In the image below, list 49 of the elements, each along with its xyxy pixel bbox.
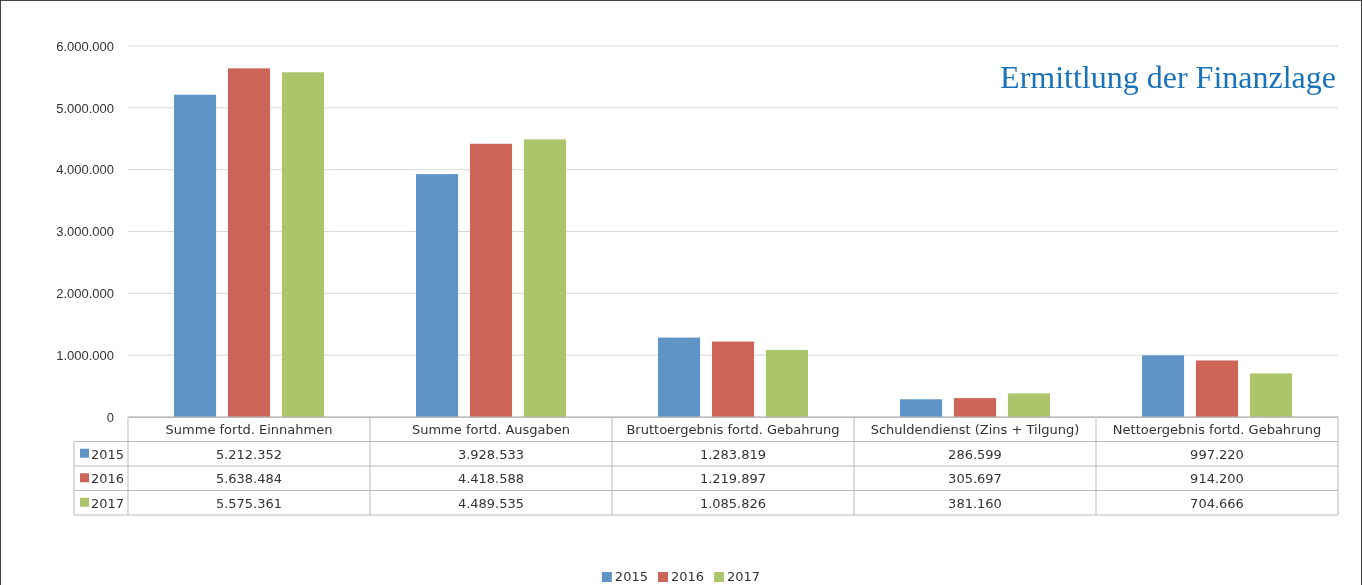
data-label: 286.599 xyxy=(948,446,1002,462)
y-tick-label: 4.000.000 xyxy=(56,162,114,178)
x-tick-label: Summe fortd. Ausgaben xyxy=(411,422,571,438)
y-tick-label: 6.000.000 xyxy=(56,38,114,54)
data-label: 5.575.361 xyxy=(215,495,283,511)
y-tick-label: 2.000.000 xyxy=(56,285,114,301)
text: 2015 xyxy=(614,569,648,584)
text: 2016 xyxy=(670,569,705,584)
x-tick-label: Nettoergebnis fortd. Gebahrung xyxy=(1112,422,1322,438)
legend-label: 2015 xyxy=(91,446,125,462)
y-tick-label: 5.000.000 xyxy=(56,100,114,116)
x-tick-label: Schuldendienst (Zins + Tilgung) xyxy=(870,422,1080,438)
bar xyxy=(281,72,325,417)
bar xyxy=(523,139,567,417)
data-label: 5.638.484 xyxy=(215,471,283,487)
bar xyxy=(1007,393,1051,417)
data-label: 1.085.826 xyxy=(699,495,767,511)
bar xyxy=(711,341,755,417)
legend-label: 2017 xyxy=(727,569,761,584)
data-label: 997.220 xyxy=(1190,446,1244,462)
data-label: 4.418.588 xyxy=(457,471,525,487)
data-label: 381.160 xyxy=(948,495,1002,511)
bar xyxy=(1249,373,1293,417)
data-label: 4.489.535 xyxy=(457,495,525,511)
bar xyxy=(227,68,271,417)
bar xyxy=(657,337,701,417)
data-label: 305.697 xyxy=(948,471,1002,487)
y-tick-label: 3.000.000 xyxy=(56,224,114,240)
data-label: 5.212.352 xyxy=(215,446,283,462)
x-tick-label: Summe fortd. Einnahmen xyxy=(165,422,333,438)
data-label: 1.283.819 xyxy=(699,446,767,462)
bar xyxy=(469,143,513,417)
bar xyxy=(953,398,997,417)
bar xyxy=(899,399,943,417)
bar xyxy=(1195,360,1239,417)
y-tick-label: 0 xyxy=(106,409,114,425)
bar xyxy=(173,94,217,417)
data-label: 704.666 xyxy=(1190,495,1244,511)
x-tick-label: Bruttoergebnis fortd. Gebahrung xyxy=(626,422,840,438)
data-label: 914.200 xyxy=(1190,471,1244,487)
bar xyxy=(1141,355,1185,417)
data-label: 1.219.897 xyxy=(699,471,767,487)
bar xyxy=(765,349,809,417)
bar xyxy=(415,174,459,417)
chart-title: Ermittlung der Finanzlage xyxy=(1000,59,1336,95)
legend-label: 2016 xyxy=(91,471,125,487)
y-tick-label: 1.000.000 xyxy=(56,347,114,363)
data-label: 3.928.533 xyxy=(457,446,525,462)
text: 2017 xyxy=(91,495,125,511)
